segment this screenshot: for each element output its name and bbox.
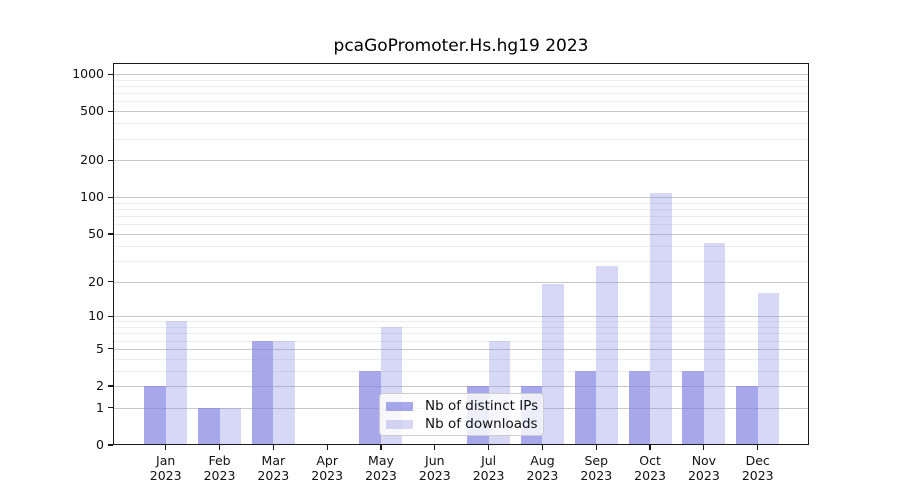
gridline-minor <box>113 138 809 140</box>
bar-distinct-ips-mar <box>251 340 274 445</box>
legend-item-distinct-ips: Nb of distinct IPs <box>386 397 539 415</box>
y-tick-label: 0 <box>96 437 104 452</box>
y-tick-mark <box>108 407 113 409</box>
x-tick-label: Nov 2023 <box>687 453 720 483</box>
y-tick-label: 1000 <box>72 66 104 82</box>
x-tick-label: Mar 2023 <box>257 453 290 483</box>
bar-downloads-dec <box>757 292 780 445</box>
y-tick-mark <box>108 110 113 112</box>
bar-distinct-ips-feb <box>198 407 220 445</box>
plot-area <box>113 63 809 445</box>
y-tick-mark <box>108 444 113 446</box>
gridline-minor <box>113 101 809 103</box>
y-tick-mark <box>108 73 113 75</box>
y-tick-mark <box>108 196 113 198</box>
gridline-major <box>113 74 809 76</box>
downloads-swatch-icon <box>386 419 413 429</box>
gridline-major <box>113 386 809 388</box>
gridline-major <box>113 197 809 199</box>
gridline-major <box>113 348 809 350</box>
gridline-minor <box>113 333 809 335</box>
y-tick-label: 10 <box>88 308 104 324</box>
gridline-minor <box>113 209 809 211</box>
bar-downloads-mar <box>273 340 295 445</box>
x-tick-mark <box>326 445 328 450</box>
bar-distinct-ips-jan <box>144 386 166 445</box>
distinct-ips-swatch-icon <box>386 401 413 411</box>
x-tick-label: Dec 2023 <box>741 453 774 483</box>
x-tick-label: Sep 2023 <box>580 453 613 483</box>
y-tick-mark <box>108 280 113 283</box>
gridline-major <box>113 233 809 235</box>
gridline-minor <box>113 340 809 342</box>
bar-downloads-feb <box>219 407 242 445</box>
y-tick-label: 20 <box>88 273 104 289</box>
legend: Nb of distinct IPs Nb of downloads <box>379 393 544 436</box>
x-tick-label: Feb 2023 <box>203 453 236 483</box>
legend-item-downloads: Nb of downloads <box>386 415 538 433</box>
y-tick-label: 500 <box>80 103 104 119</box>
x-tick-mark <box>218 445 221 450</box>
x-tick-mark <box>165 445 167 450</box>
y-tick-label: 2 <box>96 378 104 394</box>
x-tick-mark <box>488 445 490 450</box>
bar-downloads-oct <box>650 193 672 445</box>
bar-distinct-ips-oct <box>628 370 651 445</box>
bar-downloads-jan <box>165 321 188 445</box>
gridline-minor <box>113 93 809 95</box>
gridline-minor <box>113 370 809 372</box>
bar-distinct-ips-dec <box>736 386 758 445</box>
bar-distinct-ips-sep <box>574 370 597 445</box>
x-tick-label: Jul 2023 <box>472 453 505 483</box>
legend-label-distinct-ips: Nb of distinct IPs <box>425 398 539 414</box>
x-tick-mark <box>595 445 597 450</box>
gridline-minor <box>113 224 809 226</box>
x-tick-mark <box>541 445 544 450</box>
bar-downloads-sep <box>596 266 618 445</box>
gridline-minor <box>113 245 809 247</box>
bar-distinct-ips-nov <box>682 370 704 445</box>
x-tick-mark <box>272 445 274 450</box>
y-tick-label: 200 <box>80 152 104 168</box>
x-tick-label: Apr 2023 <box>311 453 344 483</box>
y-tick-mark <box>108 348 113 350</box>
x-tick-label: Jun 2023 <box>418 453 451 483</box>
gridline-major <box>113 111 809 113</box>
y-tick-label: 5 <box>96 340 104 356</box>
x-tick-mark <box>757 445 759 450</box>
gridline-major <box>113 160 809 162</box>
x-tick-label: Jan 2023 <box>149 453 182 483</box>
bar-downloads-aug <box>542 284 564 445</box>
legend-label-downloads: Nb of downloads <box>425 416 538 432</box>
x-tick-label: Oct 2023 <box>634 453 666 483</box>
y-tick-label: 50 <box>88 225 104 241</box>
x-tick-mark <box>649 445 651 450</box>
gridline-major <box>113 281 809 283</box>
x-tick-label: Aug 2023 <box>526 453 559 483</box>
y-tick-mark <box>108 385 113 387</box>
x-tick-label: May 2023 <box>365 453 397 483</box>
chart-title: pcaGoPromoter.Hs.hg19 2023 <box>333 36 589 56</box>
y-tick-label: 100 <box>80 189 104 205</box>
gridline-minor <box>113 123 809 125</box>
gridline-minor <box>113 358 809 360</box>
y-tick-mark <box>108 315 113 317</box>
gridline-minor <box>113 327 809 329</box>
gridline-major <box>113 316 809 318</box>
x-tick-mark <box>703 445 705 450</box>
bar-downloads-nov <box>703 243 726 445</box>
gridline-minor <box>113 321 809 323</box>
y-tick-mark <box>108 233 113 235</box>
gridline-minor <box>113 202 809 204</box>
gridline-minor <box>113 216 809 218</box>
x-tick-mark <box>380 445 382 450</box>
y-tick-label: 1 <box>96 399 104 415</box>
x-tick-mark <box>434 445 436 450</box>
gridline-minor <box>113 260 809 262</box>
gridline-minor <box>113 86 809 88</box>
gridline-minor <box>113 79 809 81</box>
y-tick-mark <box>108 159 113 161</box>
bar-distinct-ips-may <box>359 370 381 445</box>
